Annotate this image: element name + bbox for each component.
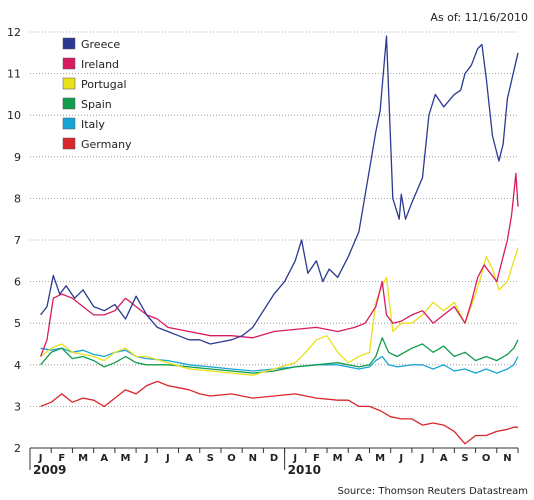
x-tick-label: S	[207, 453, 214, 464]
x-axis: J F M A M J J A S O N D J F M A M J J A S O N 2009 2010	[29, 447, 519, 477]
x-tick-label: J	[38, 453, 43, 464]
x-tick-label: O	[482, 453, 491, 464]
legend-swatch	[62, 97, 76, 110]
x-tick-label: F	[58, 453, 65, 464]
x-tick-label: J	[398, 453, 403, 464]
year-label: 2009	[33, 463, 66, 477]
legend-label: Portugal	[81, 78, 127, 91]
x-tick-label: A	[185, 453, 193, 464]
legend-swatch	[62, 137, 76, 150]
year-label: 2010	[288, 463, 321, 477]
y-tick-label: 4	[14, 359, 21, 372]
y-tick-label: 12	[7, 26, 21, 39]
y-tick-label: 2	[14, 442, 21, 455]
series-line-spain	[40, 337, 519, 374]
x-tick-label: M	[375, 453, 385, 464]
y-tick-label: 11	[7, 68, 21, 81]
x-tick-label: A	[355, 453, 363, 464]
y-tick-label: 5	[14, 317, 21, 330]
x-tick-label: J	[420, 453, 425, 464]
x-tick-label: A	[100, 453, 108, 464]
legend-swatch	[62, 117, 76, 130]
x-tick-label: D	[270, 453, 278, 464]
x-tick-label: J	[144, 453, 149, 464]
x-tick-label: F	[313, 453, 320, 464]
as-of-date: As of: 11/16/2010	[430, 11, 528, 24]
legend-swatch	[62, 77, 76, 90]
series-line-greece	[40, 35, 519, 345]
series-line-italy	[40, 347, 519, 374]
x-tick-label: A	[440, 453, 448, 464]
legend-label: Spain	[81, 98, 112, 111]
x-tick-label: M	[333, 453, 343, 464]
series-line-germany	[40, 380, 518, 445]
x-tick-label: M	[78, 453, 88, 464]
y-tick-label: 9	[14, 151, 21, 164]
legend-label: Italy	[81, 118, 105, 131]
y-axis: 2 3 4 5 6 7 8 9 10 11 12	[7, 26, 21, 455]
y-tick-label: 7	[14, 234, 21, 247]
legend-swatch	[62, 37, 76, 50]
legend-label: Ireland	[81, 58, 119, 71]
series-line-ireland	[39, 172, 519, 357]
series-lines	[39, 35, 519, 445]
legend: Greece Ireland Portugal Spain Italy Germany	[62, 37, 132, 151]
gridlines	[30, 31, 518, 407]
x-tick-label: S	[461, 453, 468, 464]
x-tick-label: N	[503, 453, 511, 464]
legend-label: Greece	[81, 38, 120, 51]
x-tick-label: J	[292, 453, 297, 464]
legend-label: Germany	[81, 138, 132, 151]
source-note: Source: Thomson Reuters Datastream	[337, 486, 528, 497]
x-tick-label: M	[121, 453, 131, 464]
x-tick-label: N	[249, 453, 257, 464]
y-tick-label: 8	[14, 192, 21, 205]
x-tick-label: O	[227, 453, 236, 464]
y-tick-label: 10	[7, 109, 21, 122]
x-tick-label: J	[165, 453, 170, 464]
y-tick-label: 6	[14, 276, 21, 289]
series-line-portugal	[40, 248, 519, 376]
legend-swatch	[62, 57, 76, 70]
y-tick-label: 3	[14, 400, 21, 413]
